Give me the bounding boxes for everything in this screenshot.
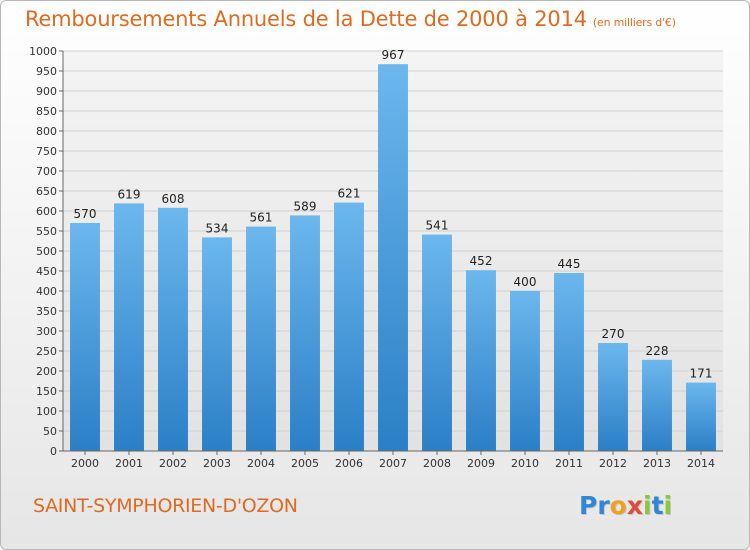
- value-label-2004: 561: [250, 211, 273, 225]
- bar-2003: [202, 237, 232, 451]
- value-label-2006: 621: [338, 187, 361, 201]
- proxiti-logo[interactable]: Proxiti: [579, 491, 672, 520]
- y-tick-label: 1000: [29, 45, 57, 58]
- value-labels: 570 619 608 534 561 589 621 967 541 452 400 445 270 2…: [74, 48, 713, 380]
- bar-2009: [466, 270, 496, 451]
- y-tick-label: 400: [36, 285, 57, 298]
- bar-2013: [642, 359, 672, 451]
- y-tick-label: 550: [36, 225, 57, 238]
- y-tick-label: 100: [36, 405, 57, 418]
- y-tick-label: 350: [36, 305, 57, 318]
- bar-2000: [70, 223, 100, 451]
- x-axis-ticks: 2000 2001 2002 2003 2004 2005 2006 2007 2008 2009…: [71, 451, 715, 470]
- x-tick-label-2008: 2008: [423, 457, 451, 470]
- bar-2008: [422, 234, 452, 451]
- bar-2002: [158, 207, 188, 451]
- y-tick-label: 700: [36, 165, 57, 178]
- value-label-2012: 270: [602, 327, 625, 341]
- y-tick-label: 150: [36, 385, 57, 398]
- x-tick-label-2005: 2005: [291, 457, 319, 470]
- value-label-2007: 967: [382, 48, 405, 62]
- y-tick-label: 800: [36, 125, 57, 138]
- chart-title: Remboursements Annuels de la Dette de 20…: [25, 7, 676, 31]
- value-label-2010: 400: [514, 275, 537, 289]
- y-tick-label: 250: [36, 345, 57, 358]
- value-label-2011: 445: [558, 257, 581, 271]
- x-tick-label-2000: 2000: [71, 457, 99, 470]
- value-label-2001: 619: [118, 187, 141, 201]
- x-tick-label-2002: 2002: [159, 457, 187, 470]
- logo-letter: i: [643, 491, 652, 520]
- bar-2010: [510, 291, 540, 451]
- bar-2001: [114, 203, 144, 451]
- y-tick-label: 850: [36, 105, 57, 118]
- bar-2004: [246, 226, 276, 451]
- value-label-2008: 541: [426, 219, 449, 233]
- bar-2012: [598, 343, 628, 451]
- y-tick-label: 950: [36, 65, 57, 78]
- logo-letter: P: [579, 491, 598, 520]
- bar-2011: [554, 273, 584, 451]
- logo-letter: x: [626, 491, 643, 520]
- y-tick-label: 50: [43, 425, 57, 438]
- value-label-2009: 452: [470, 254, 493, 268]
- x-tick-label-2003: 2003: [203, 457, 231, 470]
- logo-letter: o: [609, 491, 627, 520]
- logo-letter: i: [663, 491, 673, 520]
- bar-2007: [378, 64, 408, 451]
- x-tick-label-2012: 2012: [599, 457, 627, 470]
- y-tick-label: 200: [36, 365, 57, 378]
- value-label-2013: 228: [646, 344, 669, 358]
- logo-letter: t: [651, 491, 664, 520]
- value-label-2014: 171: [690, 367, 713, 381]
- y-tick-label: 0: [50, 445, 57, 458]
- y-tick-label: 300: [36, 325, 57, 338]
- x-tick-label-2011: 2011: [555, 457, 583, 470]
- y-tick-label: 750: [36, 145, 57, 158]
- logo-letter: r: [597, 491, 610, 520]
- value-label-2002: 608: [162, 192, 185, 206]
- y-tick-label: 450: [36, 265, 57, 278]
- y-axis-ticks: 0 50 100 150 200 250 300 350 400 450 500 550 600 650 7…: [29, 45, 63, 458]
- bar-2014: [686, 382, 716, 451]
- value-label-2000: 570: [74, 207, 97, 221]
- city-name: SAINT-SYMPHORIEN-D'OZON: [33, 495, 298, 517]
- bar-2005: [290, 215, 320, 451]
- bars: [70, 64, 716, 451]
- x-tick-label-2013: 2013: [643, 457, 671, 470]
- bar-2006: [334, 202, 364, 451]
- x-tick-label-2001: 2001: [115, 457, 143, 470]
- x-tick-label-2006: 2006: [335, 457, 363, 470]
- value-label-2005: 589: [294, 199, 317, 213]
- x-tick-label-2007: 2007: [379, 457, 407, 470]
- chart-title-text: Remboursements Annuels de la Dette de 20…: [25, 7, 587, 31]
- y-tick-label: 650: [36, 185, 57, 198]
- value-label-2003: 534: [206, 221, 229, 235]
- chart-unit: (en milliers d'€): [592, 16, 676, 29]
- x-tick-label-2009: 2009: [467, 457, 495, 470]
- x-tick-label-2014: 2014: [687, 457, 715, 470]
- x-tick-label-2010: 2010: [511, 457, 539, 470]
- y-tick-label: 600: [36, 205, 57, 218]
- y-tick-label: 500: [36, 245, 57, 258]
- y-tick-label: 900: [36, 85, 57, 98]
- x-tick-label-2004: 2004: [247, 457, 275, 470]
